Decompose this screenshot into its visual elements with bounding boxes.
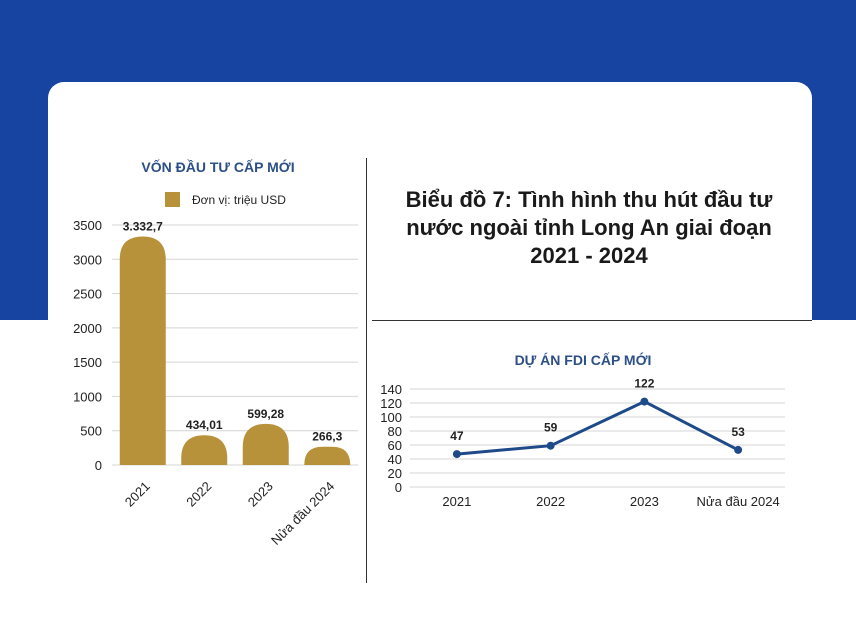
legend-label: Đơn vị: triệu USD xyxy=(192,193,286,207)
y-tick-label: 3500 xyxy=(73,218,102,233)
horizontal-divider xyxy=(372,320,812,321)
y-tick-label: 80 xyxy=(388,424,402,439)
y-tick-label: 60 xyxy=(388,438,402,453)
data-point xyxy=(452,450,461,459)
point-value-label: 53 xyxy=(731,425,745,439)
x-tick-label: 2021 xyxy=(122,479,153,510)
bar xyxy=(119,236,166,465)
x-tick-label: Nửa đầu 2024 xyxy=(268,479,337,548)
y-tick-label: 0 xyxy=(95,458,102,473)
bar-value-label: 3.332,7 xyxy=(123,219,163,233)
y-tick-label: 20 xyxy=(388,466,402,481)
x-tick-label: 2023 xyxy=(630,494,659,509)
data-point xyxy=(546,441,555,450)
x-tick-label: 2022 xyxy=(183,479,214,510)
y-tick-label: 2000 xyxy=(73,321,102,336)
y-tick-label: 3000 xyxy=(73,252,102,267)
line-chart-title: DỰ ÁN FDI CẤP MỚI xyxy=(515,351,652,368)
bar xyxy=(181,435,228,465)
bar xyxy=(242,423,289,465)
data-point xyxy=(734,445,743,454)
bar-chart-title: VỐN ĐẦU TƯ CẤP MỚI xyxy=(141,158,294,175)
x-tick-label: 2022 xyxy=(536,494,565,509)
series-line xyxy=(456,399,739,456)
point-value-label: 59 xyxy=(544,421,558,435)
x-tick-label: Nửa đầu 2024 xyxy=(697,494,780,509)
bar-value-label: 599,28 xyxy=(247,407,284,421)
y-tick-label: 0 xyxy=(395,480,402,495)
x-tick-label: 2021 xyxy=(442,494,471,509)
y-tick-label: 100 xyxy=(380,410,402,425)
data-point xyxy=(640,397,649,406)
bar-chart: VỐN ĐẦU TƯ CẤP MỚI Đơn vị: triệu USD 0 500 1… xyxy=(73,158,358,548)
y-tick-label: 500 xyxy=(80,424,102,439)
y-tick-label: 2500 xyxy=(73,287,102,302)
point-value-label: 122 xyxy=(634,377,654,391)
vertical-divider xyxy=(366,158,367,583)
point-value-label: 47 xyxy=(450,429,464,443)
bar xyxy=(304,446,351,465)
y-tick-label: 120 xyxy=(380,396,402,411)
legend-swatch xyxy=(165,192,180,207)
bar-value-label: 266,3 xyxy=(312,430,342,444)
y-tick-label: 1500 xyxy=(73,355,102,370)
bar-value-label: 434,01 xyxy=(186,418,223,432)
y-tick-label: 40 xyxy=(388,452,402,467)
y-tick-label: 140 xyxy=(380,382,402,397)
y-tick-label: 1000 xyxy=(73,389,102,404)
x-tick-label: 2023 xyxy=(245,479,276,510)
page-title: Biểu đồ 7: Tình hình thu hút đầu tư nước… xyxy=(405,187,773,268)
